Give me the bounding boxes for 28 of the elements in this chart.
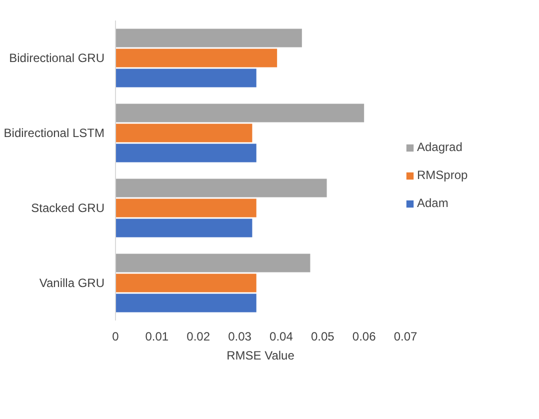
bar (116, 124, 252, 142)
x-axis-title: RMSE Value (226, 348, 295, 362)
bar (116, 104, 364, 122)
x-tick-label: 0.06 (352, 330, 376, 344)
y-tick-label: Stacked GRU (31, 201, 104, 215)
bar (116, 254, 310, 272)
legend-label: RMSprop (417, 168, 468, 182)
bar (116, 68, 256, 88)
bar (116, 294, 256, 312)
y-tick-label: Bidirectional GRU (9, 51, 105, 65)
legend-label: Adam (417, 196, 448, 210)
bar (116, 198, 256, 218)
x-tick-label: 0 (112, 330, 120, 344)
x-tick-label: 0.04 (270, 330, 294, 344)
bar (116, 274, 256, 292)
bar (116, 48, 278, 68)
bar (116, 28, 302, 48)
bar (116, 218, 252, 238)
x-tick-label: 0.03 (228, 330, 252, 344)
bar (116, 144, 256, 162)
y-tick-label: Vanilla GRU (39, 276, 105, 290)
x-tick-label: 0.05 (310, 330, 335, 344)
x-tick-label: 0.02 (186, 330, 210, 344)
x-tick-label: 0.01 (145, 330, 169, 344)
y-tick-label: Bidirectional LSTM (4, 126, 105, 140)
legend-label: Adagrad (417, 140, 462, 154)
x-tick-label: 0.07 (394, 330, 418, 344)
bar (116, 178, 327, 198)
